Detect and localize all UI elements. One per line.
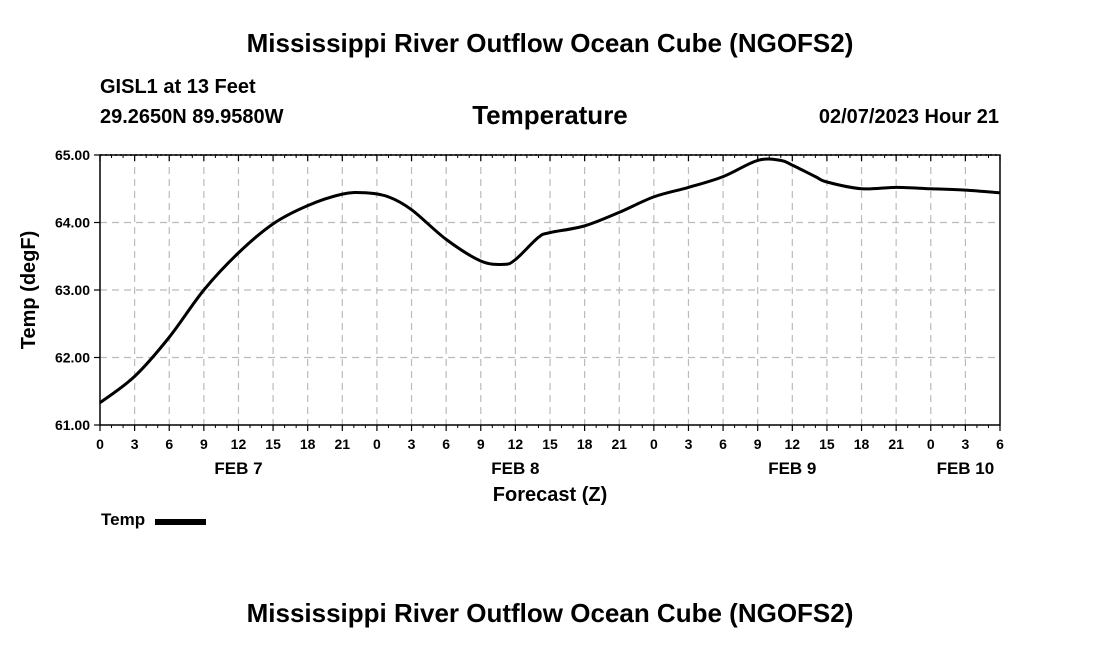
x-tick-label: 6 [719, 436, 727, 452]
x-tick-label: 15 [819, 436, 835, 452]
x-tick-label: 12 [231, 436, 247, 452]
x-tick-label: 9 [200, 436, 208, 452]
grid [100, 154, 1000, 425]
x-date-label: FEB 7 [214, 459, 262, 478]
x-tick-label: 12 [785, 436, 801, 452]
x-tick-label: 9 [477, 436, 485, 452]
y-tick-label: 65.00 [55, 147, 90, 163]
series-layer [99, 157, 1001, 404]
page-title: Mississippi River Outflow Ocean Cube (NG… [246, 28, 854, 58]
x-tick-label: 3 [408, 436, 416, 452]
y-axis-label: Temp (degF) [18, 231, 40, 350]
x-tick-label: 12 [508, 436, 524, 452]
y-tick-label: 61.00 [55, 417, 90, 433]
legend: Temp [101, 510, 207, 530]
x-tick-label: 3 [131, 436, 139, 452]
location-label: 29.2650N 89.9580W [100, 106, 284, 128]
y-tick-label: 62.00 [55, 350, 90, 366]
x-tick-label: 15 [542, 436, 558, 452]
x-tick-label: 18 [577, 436, 593, 452]
y-tick-label: 63.00 [55, 282, 90, 298]
x-tick-label: 21 [888, 436, 904, 452]
x-tick-label: 3 [961, 436, 969, 452]
x-tick-label: 6 [165, 436, 173, 452]
legend-label: Temp [101, 510, 146, 529]
x-tick-label: 9 [754, 436, 762, 452]
chart-title: Temperature [472, 100, 628, 130]
footer-title: Mississippi River Outflow Ocean Cube (NG… [246, 598, 854, 628]
x-tick-label: 21 [335, 436, 351, 452]
x-tick-label: 15 [265, 436, 281, 452]
x-tick-label: 3 [685, 436, 693, 452]
x-tick-label: 6 [442, 436, 450, 452]
x-tick-label: 18 [854, 436, 870, 452]
x-date-label: FEB 9 [768, 459, 816, 478]
y-tick-label: 64.00 [55, 215, 90, 231]
x-date-label: FEB 8 [491, 459, 539, 478]
x-tick-label: 18 [300, 436, 316, 452]
datetime-label: 02/07/2023 Hour 21 [818, 106, 999, 128]
x-tick-label: 21 [611, 436, 627, 452]
legend-line-swatch [155, 518, 207, 525]
x-tick-label: 0 [373, 436, 381, 452]
axis-ticks: 0 3 6 9 12 15 18 21 0 3 6 9 12 15 18 21 0 3 6 9 12 15 18 21 0 3 6F… [55, 147, 1004, 478]
x-tick-label: 0 [927, 436, 935, 452]
x-axis-label: Forecast (Z) [493, 484, 607, 506]
x-tick-label: 0 [96, 436, 104, 452]
x-tick-label: 6 [996, 436, 1004, 452]
x-date-label: FEB 10 [937, 459, 995, 478]
x-tick-label: 0 [650, 436, 658, 452]
temp-series-line [99, 157, 1001, 404]
station-label: GISL1 at 13 Feet [100, 76, 256, 98]
